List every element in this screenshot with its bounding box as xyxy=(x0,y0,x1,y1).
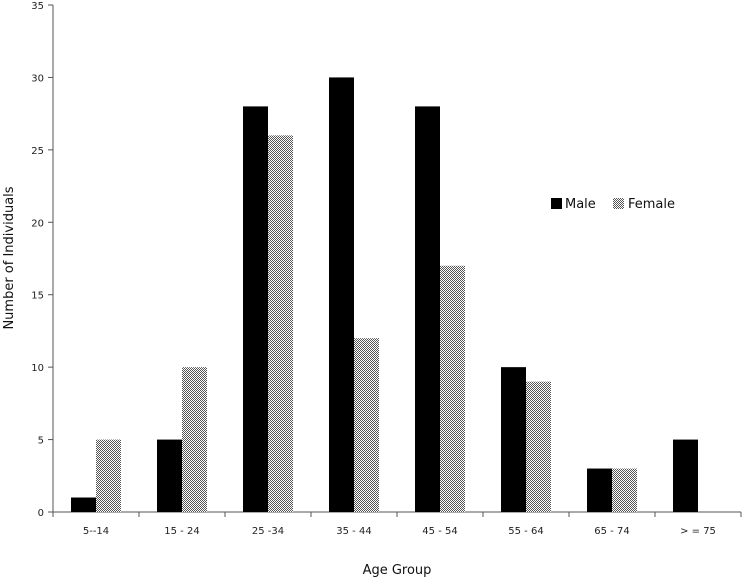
legend: Male Female xyxy=(551,197,675,212)
y-tick-label: 35 xyxy=(31,1,44,12)
bar-male-4 xyxy=(415,106,440,513)
y-tick-label: 10 xyxy=(31,363,44,374)
y-axis-title: Number of Individuals xyxy=(2,186,17,329)
bar-female-4 xyxy=(440,265,465,512)
bar-female-6 xyxy=(612,468,637,512)
legend-label-female: Female xyxy=(628,197,675,212)
bar-female-1 xyxy=(182,367,207,512)
bar-male-6 xyxy=(587,468,612,512)
x-tick-label: > = 75 xyxy=(680,526,716,537)
y-tick-label: 25 xyxy=(31,146,44,157)
x-tick-label: 15 - 24 xyxy=(164,526,199,537)
bar-male-2 xyxy=(243,106,268,513)
x-tick-label: 35 - 44 xyxy=(336,526,371,537)
bar-female-3 xyxy=(354,338,379,512)
legend-swatch-female xyxy=(613,198,624,209)
bar-male-1 xyxy=(157,439,182,512)
y-axis: 0 5 10 15 20 25 30 35 xyxy=(31,1,54,519)
legend-label-male: Male xyxy=(565,197,596,212)
x-tick-label: 5--14 xyxy=(83,526,109,537)
x-tick-label: 55 - 64 xyxy=(508,526,543,537)
y-tick-label: 5 xyxy=(38,436,44,447)
bar-female-2 xyxy=(268,135,293,512)
bar-female-5 xyxy=(526,381,551,512)
y-tick-label: 30 xyxy=(31,73,44,84)
bar-male-7 xyxy=(673,439,698,512)
x-tick-label: 45 - 54 xyxy=(422,526,457,537)
x-axis-title: Age Group xyxy=(363,563,432,578)
y-tick-label: 0 xyxy=(38,508,44,519)
bar-male-0 xyxy=(71,497,96,512)
y-tick-label: 15 xyxy=(31,291,44,302)
bars xyxy=(71,77,698,513)
legend-swatch-male xyxy=(551,198,562,209)
bar-male-5 xyxy=(501,367,526,512)
bar-male-3 xyxy=(329,77,354,512)
x-tick-label: 25 -34 xyxy=(252,526,284,537)
y-tick-label: 20 xyxy=(31,218,44,229)
bar-female-0 xyxy=(96,439,121,512)
x-tick-label: 65 - 74 xyxy=(594,526,629,537)
x-axis: 5--14 15 - 24 25 -34 35 - 44 45 - 54 55 - 64 6… xyxy=(52,511,742,537)
